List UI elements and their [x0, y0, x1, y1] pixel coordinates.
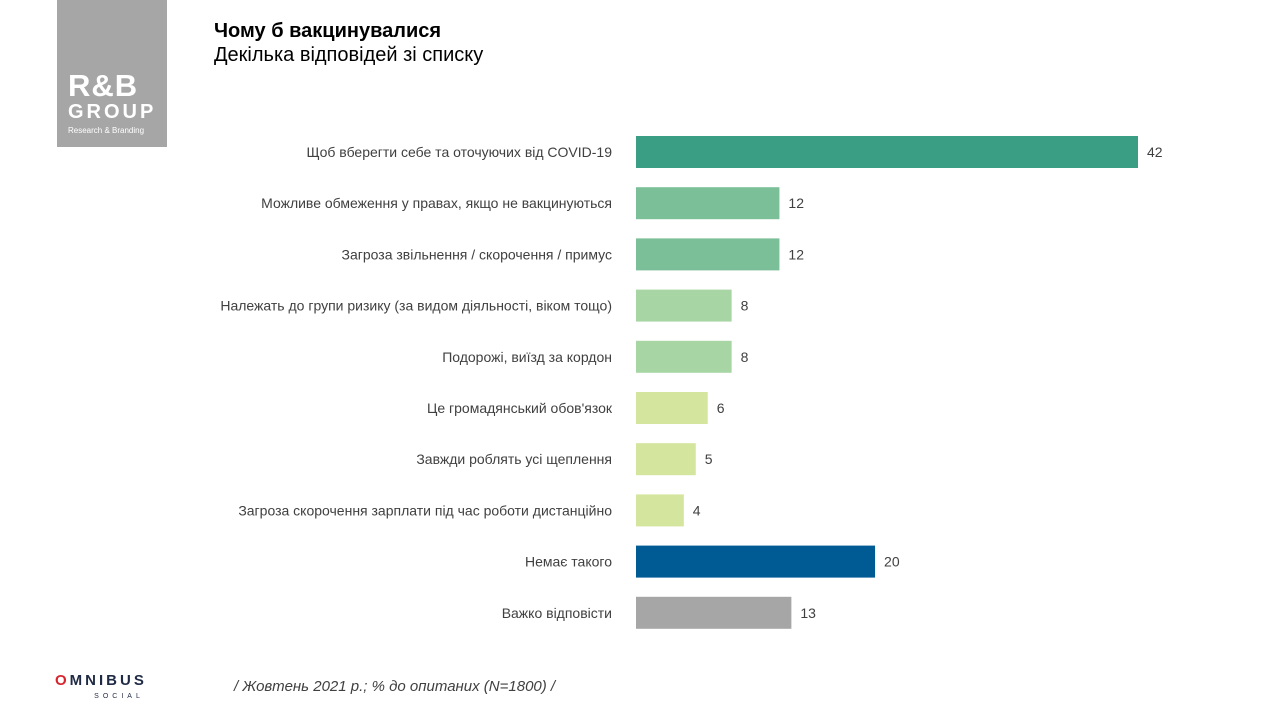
bar	[636, 187, 780, 220]
logo-tagline: Research & Branding	[68, 126, 145, 135]
category-label: Важко відповісти	[502, 605, 612, 621]
data-label: 8	[741, 349, 749, 365]
chart-subtitle: Декілька відповідей зі списку	[214, 44, 484, 66]
bar	[636, 443, 696, 476]
omnibus-rest: MNIBUS	[69, 672, 147, 689]
category-label: Немає такого	[525, 554, 612, 570]
logo-word: GROUP	[68, 101, 157, 123]
category-label: Можливе обмеження у правах, якщо не вакц…	[261, 195, 612, 211]
chart-footnote: / Жовтень 2021 р.; % до опитаних (N=1800…	[234, 678, 556, 695]
logo-mark: R&B	[68, 68, 139, 103]
bar	[636, 340, 732, 373]
data-label: 12	[788, 195, 804, 211]
data-label: 12	[788, 246, 804, 262]
data-label: 13	[800, 605, 816, 621]
data-label: 5	[705, 451, 713, 467]
category-label: Належать до групи ризику (за видом діяль…	[220, 298, 612, 314]
omnibus-wordmark: OMNIBUS	[55, 673, 170, 689]
omnibus-social-logo: OMNIBUS SOCIAL	[55, 673, 170, 701]
bar	[636, 238, 780, 271]
bar	[636, 136, 1138, 168]
category-label: Це громадянський обов'язок	[427, 400, 613, 416]
bar	[636, 545, 876, 578]
omnibus-lead-letter: O	[55, 672, 70, 689]
category-label: Загроза скорочення зарплати під час робо…	[238, 502, 612, 518]
category-label: Загроза звільнення / скорочення / примус	[342, 246, 612, 262]
bar	[636, 289, 732, 322]
data-label: 20	[884, 554, 900, 570]
category-label: Подорожі, виїзд за кордон	[442, 349, 612, 365]
data-label: 8	[741, 298, 749, 314]
bar	[636, 494, 684, 527]
rb-group-logo: R&B GROUP Research & Branding	[57, 0, 167, 147]
category-label: Щоб вберегти себе та оточуючих від COVID…	[306, 144, 612, 160]
chart-title: Чому б вакцинувалися	[214, 20, 442, 42]
data-label: 4	[693, 502, 701, 518]
category-label: Завжди роблять усі щеплення	[416, 451, 612, 467]
omnibus-subtitle: SOCIAL	[94, 693, 144, 700]
data-label: 6	[717, 400, 725, 416]
bar	[636, 392, 708, 424]
data-label: 42	[1147, 144, 1163, 160]
bar	[636, 596, 792, 629]
